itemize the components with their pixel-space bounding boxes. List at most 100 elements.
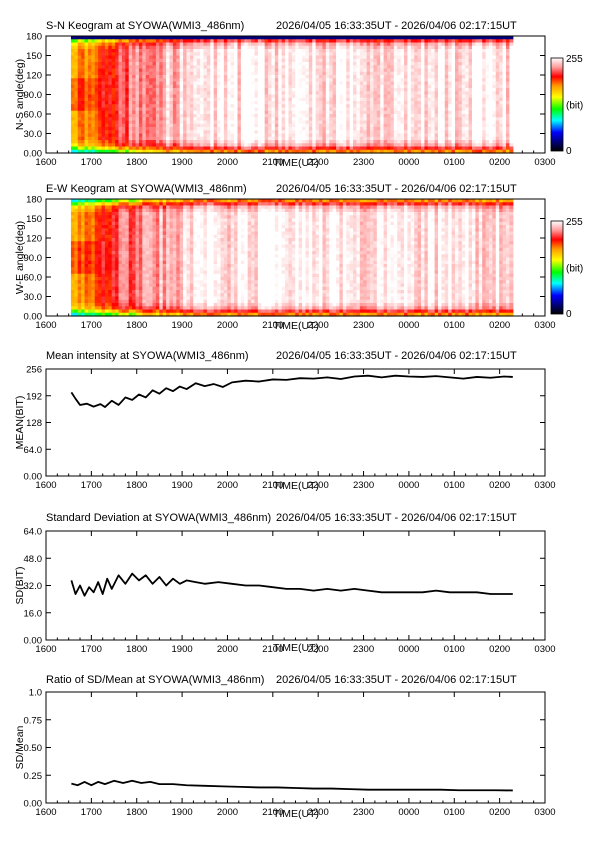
heatmap-cell: [387, 75, 392, 79]
heatmap-cell: [495, 110, 500, 115]
heatmap-cell: [206, 71, 211, 76]
heatmap-cell: [298, 39, 303, 44]
heatmap-cell: [159, 127, 164, 131]
heatmap-cell: [329, 110, 334, 115]
heatmap-cell: [101, 84, 106, 89]
heatmap-cell: [244, 49, 249, 53]
heatmap-cell: [223, 101, 228, 105]
heatmap-cell: [193, 68, 198, 73]
heatmap-cell: [125, 65, 130, 70]
heatmap-cell: [288, 58, 293, 63]
heatmap-cell: [444, 68, 449, 73]
heatmap-cell: [366, 91, 371, 96]
heatmap-cell: [278, 42, 283, 47]
heatmap-cell: [444, 75, 449, 79]
heatmap-cell: [159, 91, 164, 96]
heatmap-cell: [227, 143, 232, 148]
heatmap-cell: [200, 117, 205, 122]
heatmap-cell: [240, 143, 245, 148]
heatmap-cell: [142, 55, 147, 60]
heatmap-cell: [138, 81, 143, 86]
heatmap-cell: [274, 97, 279, 102]
heatmap-cell: [162, 36, 167, 40]
heatmap-cell: [376, 117, 381, 122]
heatmap-cell: [101, 101, 106, 105]
heatmap-cell: [424, 71, 429, 76]
heatmap-cell: [125, 52, 130, 57]
heatmap-cell: [261, 127, 266, 131]
heatmap-cell: [128, 49, 133, 53]
heatmap-cell: [159, 146, 164, 151]
panel-title: E-W Keogram at SYOWA(WMI3_486nm): [46, 183, 247, 195]
heatmap-cell: [451, 120, 456, 125]
heatmap-cell: [135, 78, 140, 83]
heatmap-cell: [227, 65, 232, 70]
heatmap-cell: [244, 65, 249, 70]
heatmap-cell: [264, 39, 269, 44]
heatmap-cell: [81, 114, 86, 118]
heatmap-cell: [465, 65, 470, 70]
heatmap-cell: [176, 49, 181, 53]
heatmap-cell: [315, 123, 320, 128]
heatmap-cell: [152, 91, 157, 96]
heatmap-cell: [74, 208, 79, 213]
heatmap-cell: [74, 75, 79, 79]
heatmap-cell: [509, 146, 514, 151]
heatmap-cell: [308, 130, 313, 135]
heatmap-cell: [257, 133, 262, 138]
heatmap-cell: [370, 101, 375, 105]
heatmap-cell: [359, 81, 364, 86]
heatmap-cell: [98, 133, 103, 138]
heatmap-cell: [271, 75, 276, 79]
heatmap-cell: [410, 149, 415, 154]
heatmap-cell: [468, 110, 473, 115]
heatmap-cell: [465, 88, 470, 92]
heatmap-cell: [217, 68, 222, 73]
heatmap-cell: [145, 94, 150, 99]
heatmap-cell: [261, 94, 266, 99]
heatmap-cell: [431, 110, 436, 115]
heatmap-cell: [298, 45, 303, 50]
heatmap-cell: [455, 65, 460, 70]
heatmap-cell: [319, 104, 324, 109]
heatmap-cell: [240, 52, 245, 57]
heatmap-cell: [492, 127, 497, 131]
heatmap-cell: [393, 110, 398, 115]
heatmap-cell: [305, 81, 310, 86]
heatmap-cell: [308, 36, 313, 40]
heatmap-cell: [302, 117, 307, 122]
heatmap-cell: [223, 62, 228, 66]
heatmap-cell: [359, 149, 364, 154]
heatmap-cell: [74, 260, 79, 265]
heatmap-cell: [257, 140, 262, 144]
heatmap-cell: [186, 120, 191, 125]
heatmap-cell: [312, 58, 317, 63]
heatmap-cell: [421, 114, 426, 118]
heatmap-cell: [441, 130, 446, 135]
heatmap-cell: [455, 62, 460, 66]
heatmap-cell: [176, 68, 181, 73]
heatmap-cell: [346, 136, 351, 141]
heatmap-cell: [291, 39, 296, 44]
heatmap-cell: [448, 55, 453, 60]
heatmap-cell: [257, 58, 262, 63]
heatmap-cell: [101, 78, 106, 83]
heatmap-cell: [312, 120, 317, 125]
heatmap-cell: [121, 68, 126, 73]
heatmap-cell: [302, 101, 307, 105]
heatmap-cell: [410, 45, 415, 50]
heatmap-cell: [268, 133, 273, 138]
heatmap-cell: [393, 36, 398, 40]
heatmap-cell: [145, 114, 150, 118]
heatmap-cell: [373, 39, 378, 44]
heatmap-cell: [121, 130, 126, 135]
heatmap-cell: [312, 127, 317, 131]
heatmap-cell: [206, 104, 211, 109]
heatmap-cell: [84, 91, 89, 96]
heatmap-cell: [132, 104, 137, 109]
heatmap-cell: [332, 81, 337, 86]
heatmap-cell: [472, 146, 477, 151]
heatmap-cell: [261, 140, 266, 144]
heatmap-cell: [315, 81, 320, 86]
heatmap-cell: [104, 49, 109, 53]
